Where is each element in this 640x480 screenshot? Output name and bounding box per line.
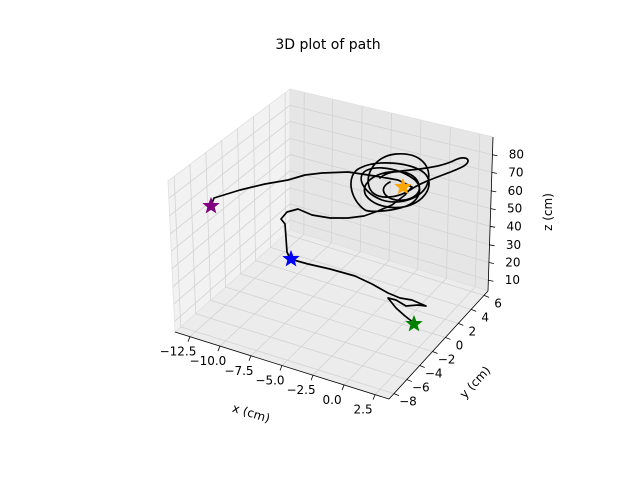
z-tick-mark (488, 262, 495, 264)
x-tick-label: −10.0 (190, 354, 227, 368)
x-axis-label: x (cm) (231, 401, 272, 426)
z-tick-mark (492, 154, 498, 157)
y-grid-line (221, 140, 226, 288)
y-axis-label: y (cm) (457, 363, 494, 401)
y-grid-line (237, 128, 241, 274)
blue-star-marker (282, 249, 300, 267)
y-tick-mark (406, 379, 412, 382)
z-tick-mark (491, 172, 497, 174)
y-tick-label: 6 (494, 296, 502, 310)
x-tick-mark (248, 355, 252, 361)
z-grid-line (170, 138, 291, 235)
y-tick-mark (458, 323, 464, 326)
z-axis-label: z (cm) (541, 193, 555, 231)
y-grid-line (180, 326, 395, 394)
y-grid-line (253, 116, 256, 261)
z-tick-label: 40 (506, 219, 521, 233)
y-axis-line (388, 290, 489, 400)
z-axis-line (487, 136, 494, 292)
x-tick-label: −7.5 (224, 364, 253, 378)
z-tick-label: 10 (505, 273, 520, 287)
y-grid-line (205, 152, 212, 301)
x-tick-mark (341, 384, 345, 391)
y-tick-label: −2 (438, 352, 456, 366)
x-tick-label: −12.5 (160, 345, 197, 359)
x-tick-label: −2.5 (286, 383, 315, 397)
y-tick-mark (432, 351, 438, 354)
z-tick-mark (488, 279, 494, 282)
y-grid-line (210, 299, 420, 366)
x-grid-line (446, 126, 451, 279)
z-tick-mark (490, 225, 496, 228)
x-tick-mark (372, 394, 376, 400)
z-grid-line (289, 187, 490, 246)
z-grid-line (171, 170, 291, 269)
z-grid-line (289, 203, 490, 263)
y-grid-line (195, 313, 407, 380)
z-grid-line (168, 104, 291, 199)
z-grid-line (289, 121, 492, 173)
z-tick-label: 70 (508, 165, 523, 179)
y-tick-label: −4 (425, 367, 443, 381)
y-grid-line (270, 246, 472, 310)
y-grid-line (173, 176, 182, 327)
x-tick-mark (279, 365, 283, 371)
z-grid-line (174, 219, 291, 322)
x-grid-line (331, 99, 334, 243)
y-tick-label: −8 (399, 395, 417, 409)
y-grid-line (285, 233, 485, 296)
x-tick-label: −5.0 (255, 374, 284, 388)
x-tick-label: 2.5 (354, 403, 373, 417)
z-tick-label: 60 (508, 184, 523, 198)
y-grid-line (225, 286, 433, 352)
y-tick-label: 4 (481, 310, 489, 324)
z-tick-label: 30 (506, 238, 521, 252)
z-tick-label: 20 (505, 256, 520, 270)
z-tick-label: 50 (507, 202, 522, 216)
path-line (210, 153, 469, 324)
path-markers (202, 177, 423, 332)
y-tick-label: 0 (456, 338, 464, 352)
x-tick-label: 0.0 (323, 393, 342, 407)
y-tick-mark (393, 393, 400, 396)
green-star-marker (405, 314, 423, 332)
z-tick-mark (489, 244, 495, 247)
x-grid-line (474, 133, 481, 288)
y-grid-line (268, 104, 271, 248)
y-tick-mark (419, 365, 425, 368)
orange-star-marker (394, 177, 412, 195)
y-tick-label: −6 (412, 381, 430, 395)
x-tick-mark (217, 345, 221, 352)
x-grid-line (312, 269, 418, 376)
y-tick-label: 2 (468, 324, 476, 338)
z-grid-line (172, 187, 291, 288)
x-grid-line (388, 112, 392, 261)
z-tick-mark (491, 190, 497, 193)
y-tick-mark (471, 308, 477, 312)
z-grid-line (171, 154, 291, 252)
y-tick-mark (483, 294, 490, 298)
z-grid-line (169, 121, 291, 217)
z-grid-line (289, 219, 489, 281)
z-tick-label: 80 (509, 148, 524, 162)
x-grid-line (281, 260, 390, 366)
x-grid-line (343, 277, 447, 386)
z-grid-line (289, 104, 493, 156)
chart-title: 3D plot of path (275, 37, 380, 53)
z-grid-line (173, 203, 291, 305)
x-grid-line (374, 286, 476, 395)
y-tick-mark (445, 337, 451, 340)
x-grid-line (189, 233, 305, 337)
x-grid-line (250, 251, 361, 357)
z-grid-line (289, 137, 492, 192)
purple-star-marker (202, 196, 220, 214)
y-grid-line (255, 260, 459, 324)
x-grid-line (219, 242, 332, 347)
z-tick-mark (490, 208, 496, 211)
x-tick-mark (310, 375, 314, 381)
x-tick-mark (187, 336, 191, 342)
axis-ticks: −12.5−10.0−7.5−5.0−2.50.02.5−8−6−4−20246… (160, 148, 524, 417)
y-grid-line (189, 164, 197, 314)
